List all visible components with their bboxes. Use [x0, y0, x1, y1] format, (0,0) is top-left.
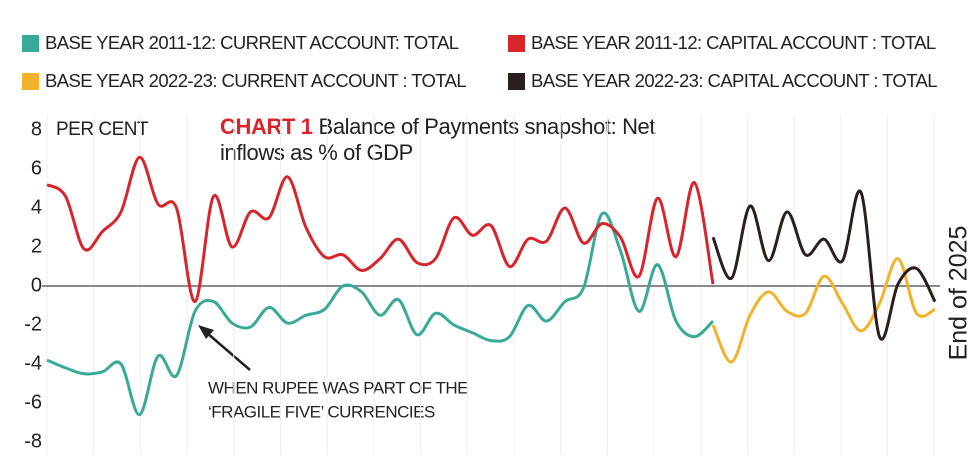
- chart-label: CHART 1: [220, 114, 313, 139]
- legend-swatch: [22, 72, 39, 90]
- legend-label: BASE YEAR 2022-23: CAPITAL ACCOUNT : TOT…: [531, 70, 938, 91]
- title-text: Balance of Payments snapshot: Net inflow…: [220, 114, 656, 165]
- legend-label: BASE YEAR 2011-12: CURRENT ACCOUNT: TOTA…: [45, 32, 459, 53]
- legend-entry: BASE YEAR 2011-12: CAPITAL ACCOUNT : TOT…: [508, 32, 936, 54]
- legend-entry: BASE YEAR 2011-12: CURRENT ACCOUNT: TOTA…: [22, 32, 459, 54]
- y-tick-label: -2: [24, 313, 42, 335]
- series-line: [46, 211, 715, 417]
- legend-entry: BASE YEAR 2022-23: CURRENT ACCOUNT : TOT…: [22, 70, 467, 92]
- side-label: End of 2025: [945, 226, 973, 361]
- y-tick-label: 6: [31, 157, 42, 179]
- y-tick-label: -8: [24, 430, 42, 452]
- series-line: [711, 257, 936, 364]
- legend-swatch: [508, 34, 525, 52]
- arrow: [198, 325, 251, 371]
- y-tick-label: 4: [31, 196, 42, 218]
- legend-swatch: [22, 34, 39, 52]
- legend-swatch: [508, 72, 525, 90]
- legend-entry: BASE YEAR 2022-23: CAPITAL ACCOUNT : TOT…: [508, 70, 938, 92]
- y-tick-label: 0: [31, 274, 42, 296]
- series-line: [46, 155, 715, 304]
- annotation: WHEN RUPEE WAS PART OF THE: [208, 378, 468, 397]
- legend: BASE YEAR 2011-12: CURRENT ACCOUNT: TOTA…: [0, 0, 978, 110]
- y-axis-label: PER CENT: [56, 119, 149, 140]
- legend-label: BASE YEAR 2011-12: CAPITAL ACCOUNT : TOT…: [531, 32, 936, 53]
- y-tick-label: -6: [24, 391, 42, 413]
- y-tick-label: 2: [31, 235, 42, 257]
- y-tick-label: 8: [31, 118, 42, 140]
- chart-title: CHART 1 Balance of Payments snapshot: Net…: [220, 114, 660, 166]
- annotation: ‘FRAGILE FIVE’ CURRENCIES: [208, 402, 435, 421]
- legend-label: BASE YEAR 2022-23: CURRENT ACCOUNT : TOT…: [45, 70, 467, 91]
- series-line: [711, 189, 937, 341]
- y-tick-label: -4: [24, 352, 42, 374]
